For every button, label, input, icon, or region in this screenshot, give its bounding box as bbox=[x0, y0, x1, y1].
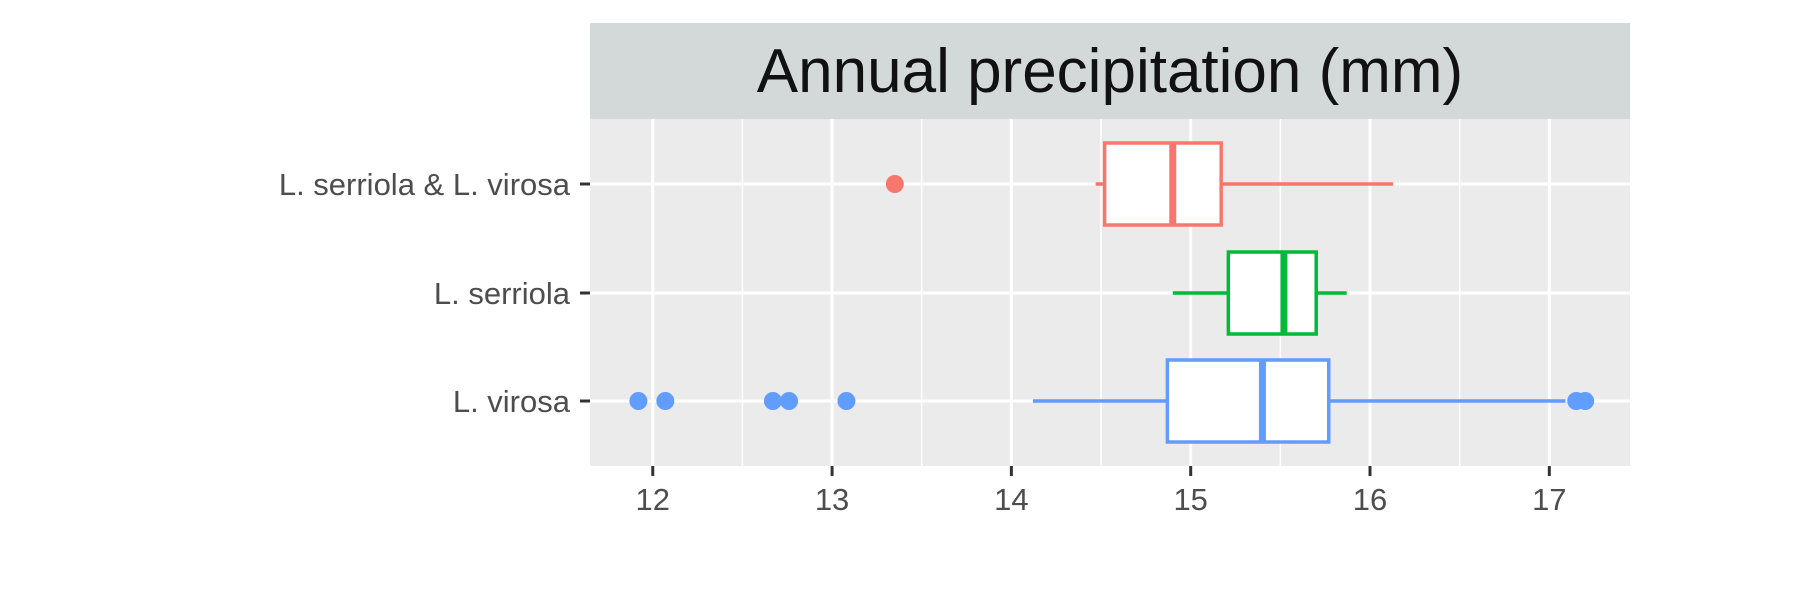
outlier-point bbox=[629, 392, 648, 410]
y-tick-label: L. serriola & L. virosa bbox=[279, 167, 571, 202]
box-group bbox=[885, 141, 1394, 227]
chart-title: Annual precipitation (mm) bbox=[757, 37, 1463, 106]
x-tick-label: 15 bbox=[1173, 482, 1207, 517]
strip-background bbox=[590, 23, 1630, 119]
interquartile-box bbox=[1102, 141, 1223, 227]
y-tick-label: L. virosa bbox=[453, 384, 571, 419]
interquartile-box bbox=[1226, 250, 1318, 336]
x-tick-label: 12 bbox=[636, 482, 670, 517]
outlier-point bbox=[763, 392, 782, 410]
box-group bbox=[1172, 250, 1347, 336]
axes: L. serriola & L. virosa L. serriola L. vir… bbox=[279, 167, 1567, 517]
y-tick-label: L. serriola bbox=[434, 276, 571, 311]
outlier-point bbox=[780, 392, 799, 410]
outlier-point bbox=[656, 392, 675, 410]
x-tick-label: 14 bbox=[994, 482, 1028, 517]
boxes bbox=[629, 141, 1595, 444]
interquartile-box bbox=[1165, 358, 1331, 444]
x-tick-label: 17 bbox=[1532, 482, 1566, 517]
x-tick-label: 13 bbox=[815, 482, 849, 517]
outlier-point bbox=[837, 392, 856, 410]
x-tick-label: 16 bbox=[1353, 482, 1387, 517]
outlier-point bbox=[885, 175, 904, 193]
outlier-point bbox=[1576, 392, 1595, 410]
box-group bbox=[629, 358, 1595, 444]
